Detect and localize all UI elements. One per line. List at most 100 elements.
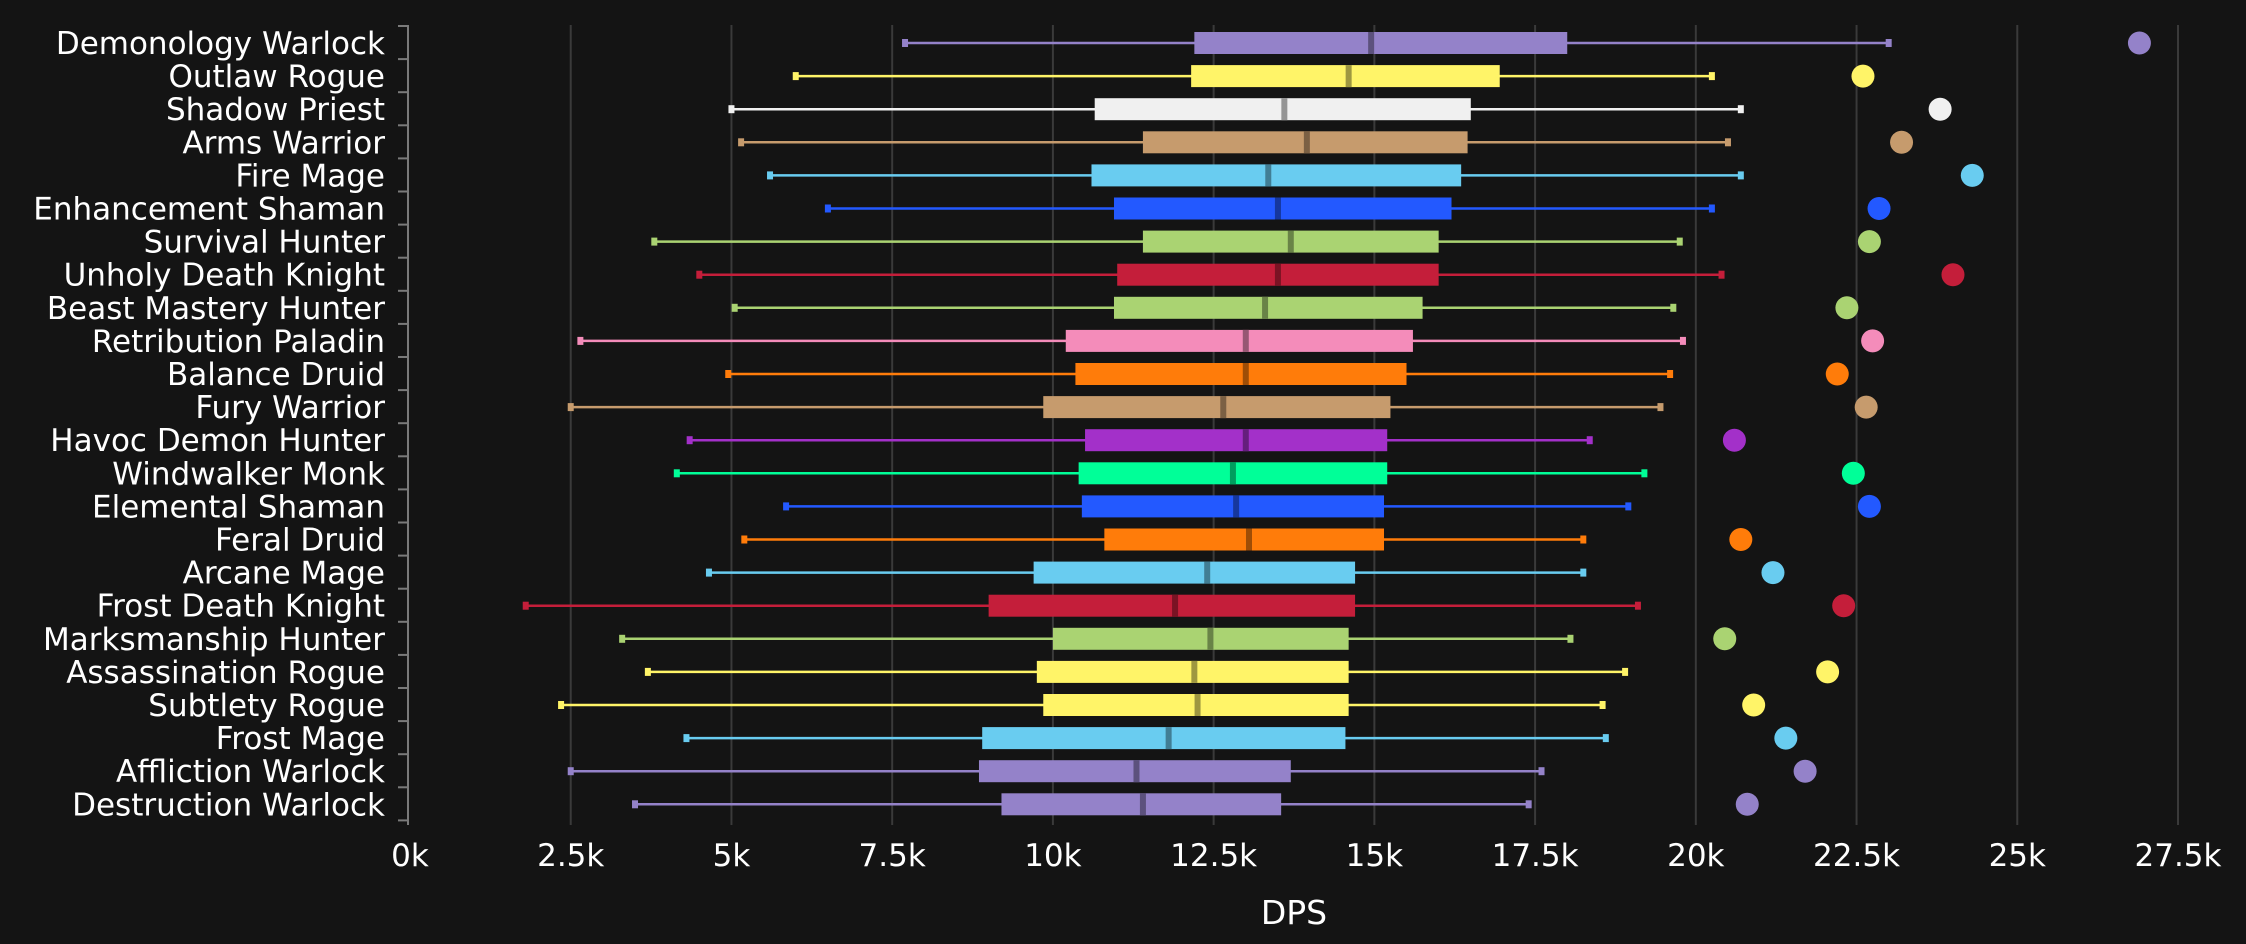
box-plots — [522, 32, 1892, 816]
iqr-box — [1052, 627, 1349, 650]
box-plot — [673, 462, 1648, 485]
x-tick-label: 7.5k — [859, 838, 926, 874]
iqr-box — [988, 594, 1356, 617]
x-tick-label: 22.5k — [1813, 838, 1900, 874]
spec-label: Survival Hunter — [144, 225, 386, 261]
whisker-max-cap — [1676, 237, 1683, 246]
whisker-max-cap — [1602, 734, 1609, 743]
median-line — [1165, 727, 1172, 750]
spec-label: Arcane Mage — [183, 556, 385, 592]
x-tick-label: 10k — [1024, 838, 1081, 874]
top-dps-dot — [1713, 627, 1737, 651]
box-plot — [725, 363, 1674, 385]
whisker-max-cap — [1679, 336, 1686, 345]
median-line — [1242, 429, 1249, 452]
whisker-max-cap — [1737, 105, 1744, 114]
spec-label: Affliction Warlock — [116, 754, 385, 790]
whisker-min-cap — [683, 734, 690, 743]
box-plot — [558, 694, 1606, 716]
top-dps-dot — [1890, 130, 1914, 154]
box-plot — [767, 164, 1744, 187]
median-line — [1194, 694, 1201, 716]
whisker-max-cap — [1625, 502, 1632, 511]
whisker-max-cap — [1708, 204, 1715, 213]
top-dps-dot — [1857, 494, 1881, 518]
box-plot — [783, 495, 1632, 518]
x-tick-label: 25k — [1989, 838, 2046, 874]
top-dps-dot — [1841, 461, 1865, 485]
iqr-box — [1091, 164, 1462, 187]
top-dps-dot — [1960, 163, 1984, 187]
whisker-min-cap — [632, 800, 639, 809]
top-dps-dot — [1793, 759, 1817, 783]
whisker-max-cap — [1737, 171, 1744, 180]
median-line — [1265, 164, 1272, 187]
median-line — [1133, 760, 1140, 783]
spec-label: Frost Death Knight — [97, 589, 385, 625]
iqr-box — [1104, 528, 1385, 551]
whisker-min-cap — [522, 601, 529, 610]
whisker-max-cap — [1724, 138, 1731, 147]
median-line — [1242, 363, 1249, 385]
iqr-box — [1033, 561, 1356, 584]
iqr-box — [1191, 65, 1500, 88]
whisker-max-cap — [1599, 701, 1606, 709]
box-plot — [644, 660, 1629, 683]
spec-label: Demonology Warlock — [56, 26, 385, 62]
median-line — [1274, 263, 1281, 286]
spec-label: Feral Druid — [215, 523, 385, 559]
x-tick-label: 0k — [391, 838, 429, 874]
whisker-min-cap — [725, 370, 732, 378]
top-dps-dot — [1816, 660, 1840, 684]
median-line — [1139, 793, 1146, 816]
spec-label: Assassination Rogue — [66, 655, 385, 691]
box-plot — [705, 561, 1587, 584]
top-dps-dot — [1835, 296, 1859, 320]
whisker-max-cap — [1657, 403, 1664, 412]
box-plot — [619, 627, 1574, 650]
box-plot — [522, 594, 1641, 617]
whisker-min-cap — [686, 436, 693, 445]
box-plot — [696, 263, 1725, 286]
iqr-box — [1043, 396, 1391, 419]
median-line — [1368, 32, 1375, 54]
whisker-min-cap — [824, 204, 831, 213]
spec-label: Beast Mastery Hunter — [47, 291, 385, 327]
top-dps-dot — [1851, 64, 1875, 88]
median-line — [1245, 528, 1252, 551]
box-plot — [632, 793, 1532, 816]
box-plot — [741, 528, 1587, 551]
whisker-max-cap — [1667, 370, 1674, 378]
box-plot — [824, 197, 1715, 220]
top-dps-dot — [1761, 561, 1785, 585]
whisker-min-cap — [902, 39, 909, 47]
spec-label: Retribution Paladin — [92, 324, 385, 360]
spec-label: Marksmanship Hunter — [43, 622, 385, 658]
spec-label: Arms Warrior — [182, 125, 385, 161]
spec-label: Unholy Death Knight — [64, 258, 385, 294]
whisker-max-cap — [1634, 601, 1641, 610]
box-plot — [731, 296, 1677, 319]
whisker-max-cap — [1708, 72, 1715, 81]
spec-label: Frost Mage — [216, 721, 385, 757]
iqr-box — [1085, 429, 1388, 452]
whisker-max-cap — [1670, 303, 1677, 312]
box-plot — [567, 396, 1664, 419]
whisker-min-cap — [705, 568, 712, 577]
whisker-max-cap — [1622, 667, 1629, 676]
iqr-box — [1194, 32, 1568, 54]
spec-label: Destruction Warlock — [72, 787, 385, 823]
box-plot — [792, 65, 1715, 88]
whisker-min-cap — [738, 138, 745, 147]
x-tick-label: 12.5k — [1170, 838, 1257, 874]
median-line — [1172, 594, 1179, 617]
whisker-min-cap — [619, 634, 626, 643]
top-dps-dot — [1867, 197, 1891, 220]
top-dps-dot — [1735, 792, 1759, 816]
spec-label: Fury Warrior — [195, 390, 385, 426]
x-axis-title: DPS — [1261, 893, 1327, 932]
whisker-max-cap — [1718, 270, 1725, 279]
whisker-max-cap — [1641, 469, 1648, 478]
